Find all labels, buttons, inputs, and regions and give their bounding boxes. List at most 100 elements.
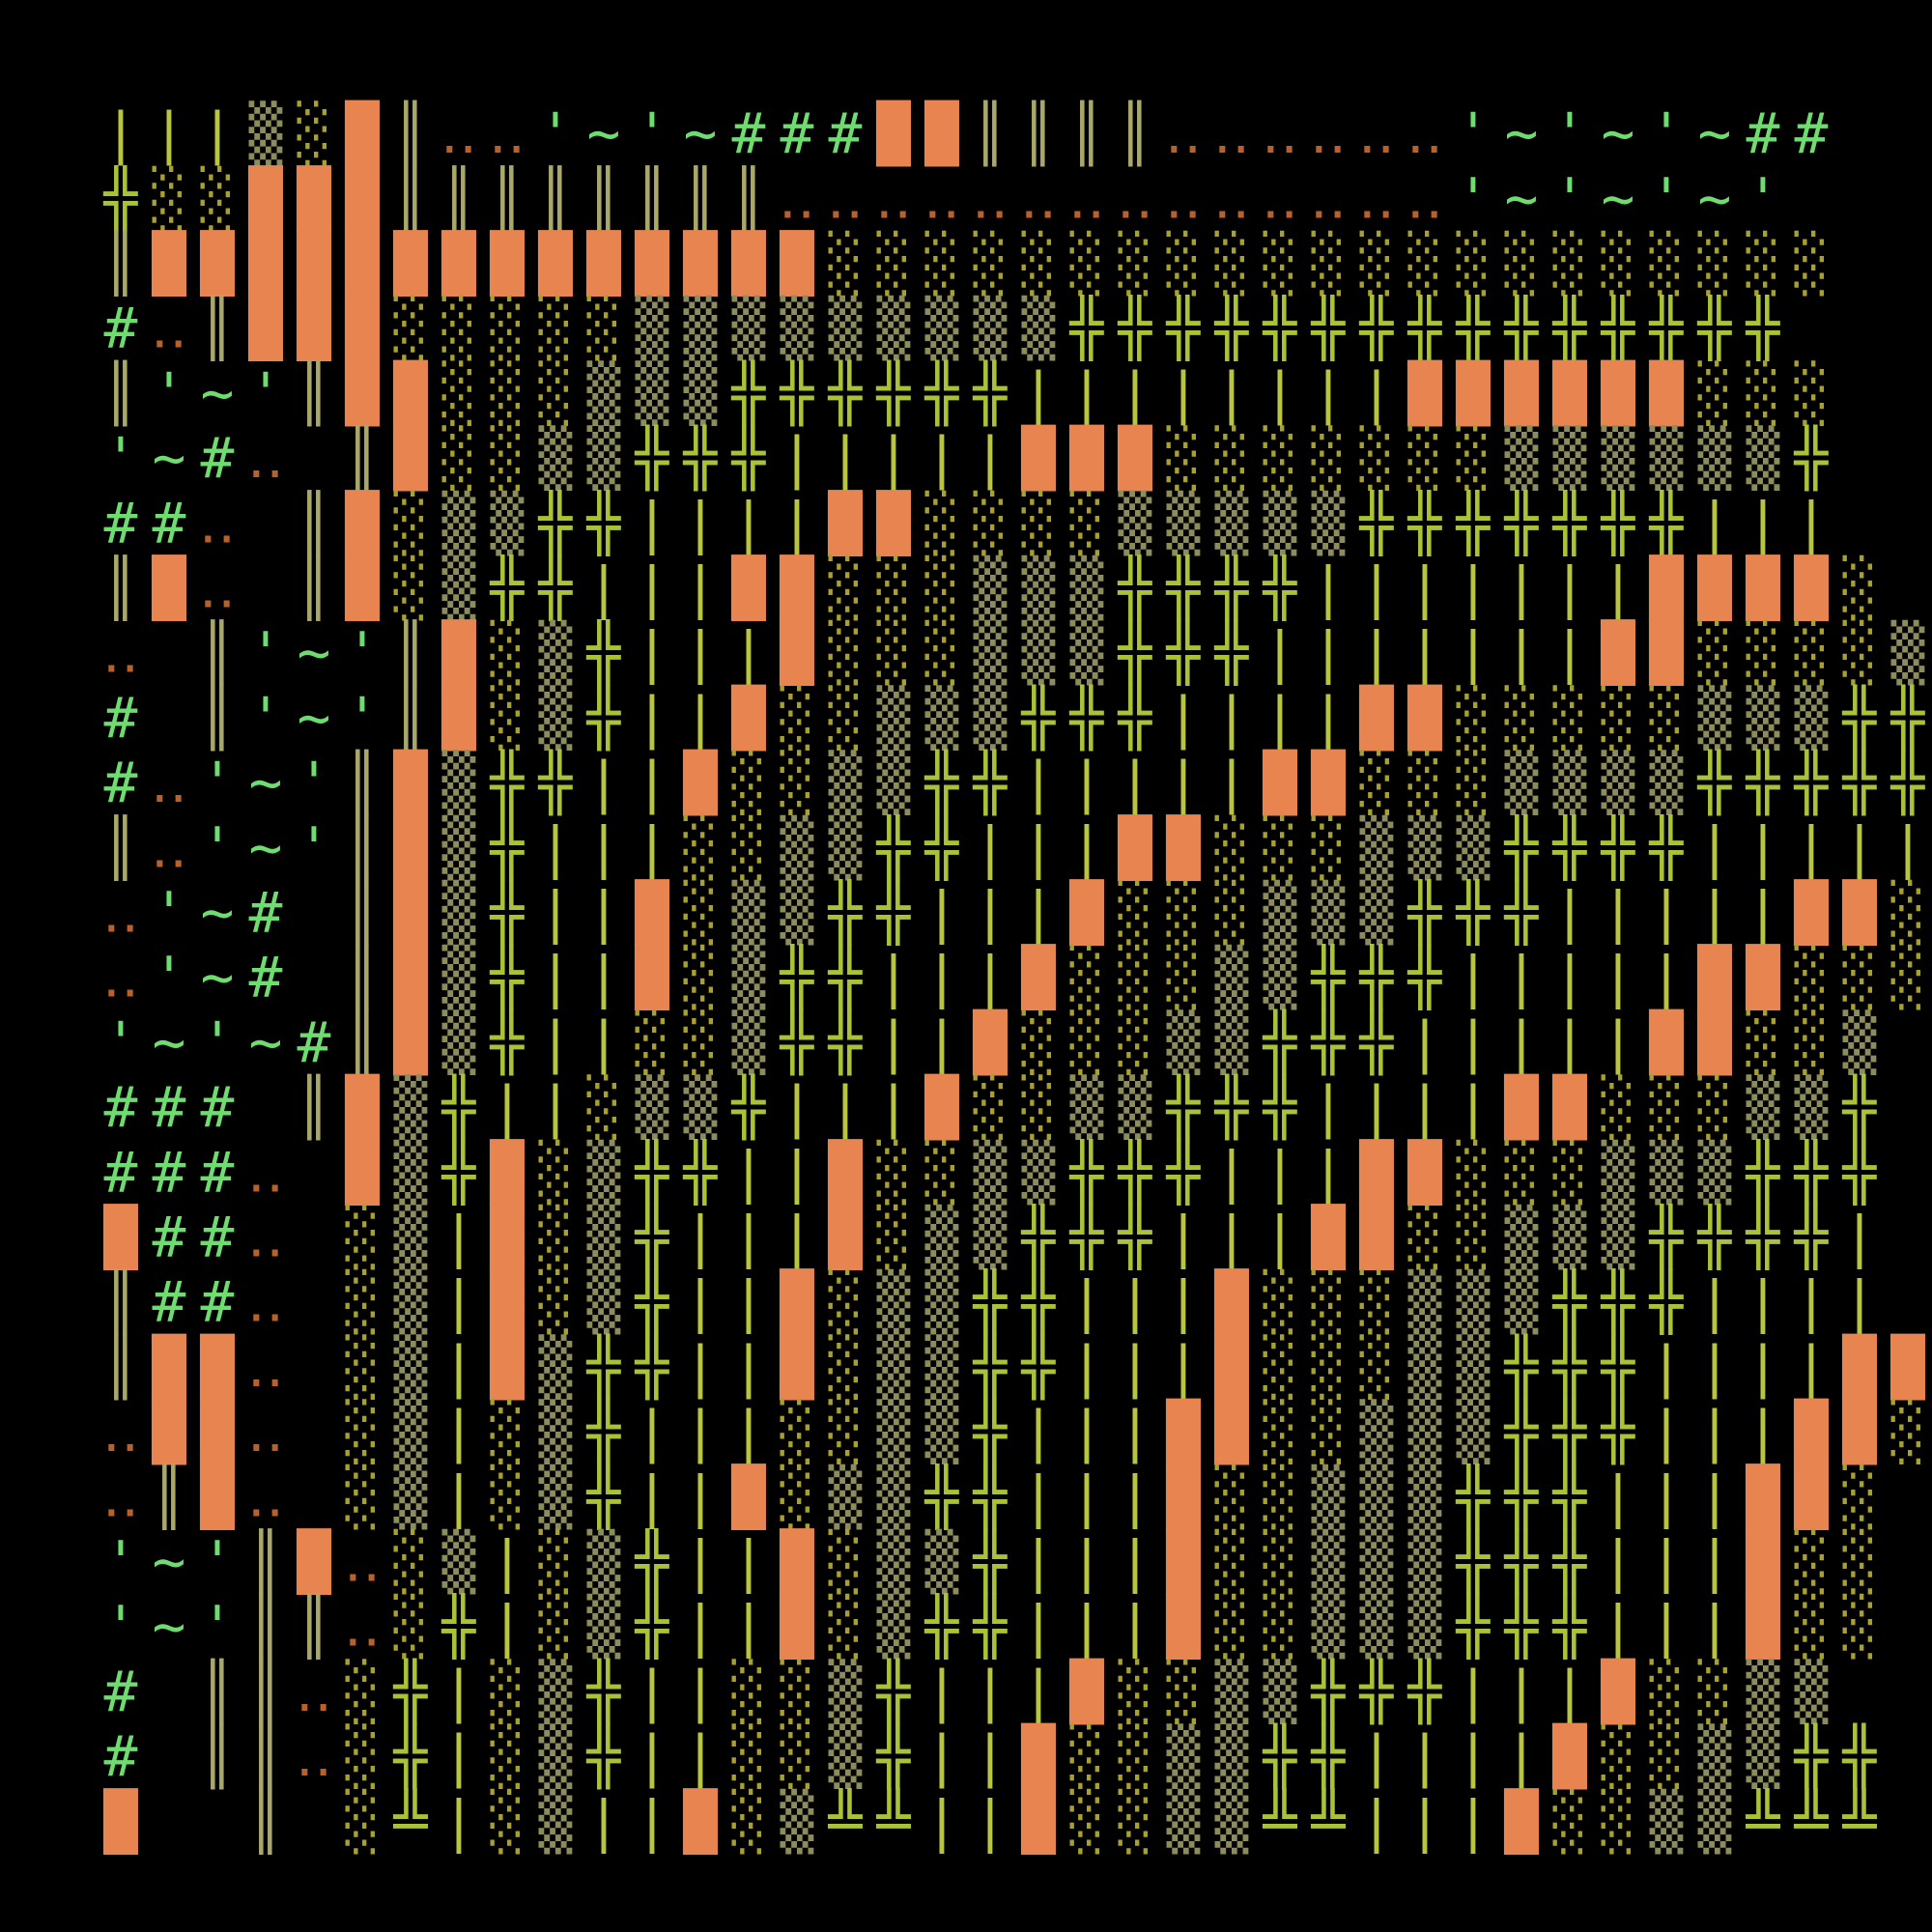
glyph: ▒	[1698, 1788, 1732, 1854]
glyph: ░	[1312, 425, 1346, 491]
glyph: ░	[1022, 231, 1056, 297]
glyph: ▒	[1167, 1788, 1201, 1854]
glyph: █	[1842, 879, 1878, 947]
glyph: ╬	[1746, 295, 1781, 362]
glyph: ╬	[635, 1528, 670, 1596]
glyph: ░	[1119, 945, 1152, 1010]
glyph: '	[1553, 165, 1587, 231]
glyph: ‥	[972, 165, 1009, 231]
glyph: █	[1118, 813, 1153, 881]
glyph: ╬	[635, 424, 670, 492]
glyph: █	[1166, 813, 1202, 881]
glyph: ‥	[344, 1594, 382, 1660]
glyph: |	[636, 814, 669, 880]
glyph: █	[1407, 359, 1443, 427]
glyph: ▒	[1553, 425, 1587, 491]
glyph: ▒	[1312, 490, 1346, 555]
glyph: |	[1698, 880, 1732, 946]
glyph: ░	[1408, 750, 1442, 815]
glyph: ▒	[1408, 1463, 1442, 1529]
glyph: ▒	[442, 1529, 476, 1595]
glyph: |	[1505, 555, 1539, 621]
glyph: ▒	[1553, 1205, 1587, 1270]
glyph: ║	[201, 619, 235, 687]
glyph: █	[586, 230, 622, 298]
glyph: ║	[298, 1593, 331, 1661]
glyph: ▒	[1360, 814, 1394, 880]
glyph: ╩	[1263, 1787, 1298, 1854]
glyph: '	[104, 425, 138, 491]
glyph: |	[1264, 685, 1297, 751]
glyph: |	[1457, 1788, 1491, 1854]
glyph: ▒	[1264, 945, 1297, 1010]
glyph: ░	[925, 555, 959, 621]
glyph: ╬	[1794, 424, 1830, 492]
glyph: |	[1264, 1139, 1297, 1205]
glyph: ╬	[1069, 1204, 1105, 1271]
ascii-grid: | | | ▒ ░ █ ║ ‥ ‥ ' ~ ' ~ # # # █ █ ║ ║ ║ ║ ‥ ‥ ‥ ‥ ‥ ‥ ' ~ ' ~ ' ~ # #╬ ░ ░ █…	[102, 99, 1926, 1855]
glyph: |	[539, 1009, 573, 1075]
glyph: ▒	[442, 1009, 476, 1075]
glyph: |	[539, 880, 573, 946]
glyph: ░	[829, 555, 863, 621]
glyph: ▒	[1215, 1723, 1249, 1789]
glyph: |	[781, 1074, 814, 1140]
glyph: █	[876, 489, 912, 556]
glyph: #	[201, 1269, 235, 1335]
glyph: ╬	[1842, 684, 1878, 752]
glyph: ░	[491, 620, 525, 686]
glyph: '	[201, 1529, 235, 1595]
glyph: ║	[636, 164, 669, 232]
glyph: ░	[1650, 1659, 1684, 1724]
glyph: ▒	[974, 620, 1008, 686]
glyph: ╬	[1407, 944, 1443, 1011]
glyph: ~	[298, 685, 331, 751]
glyph: ╬	[1166, 1073, 1202, 1141]
glyph: █	[297, 295, 332, 362]
glyph: ║	[104, 813, 138, 881]
glyph: ║	[249, 1787, 283, 1855]
glyph: ║	[346, 944, 380, 1011]
glyph: █	[345, 1073, 381, 1141]
glyph: █	[1166, 1463, 1202, 1530]
glyph: ║	[346, 749, 380, 816]
glyph: ‥	[1165, 100, 1203, 166]
glyph: ▒	[684, 296, 718, 361]
glyph: ░	[346, 1399, 380, 1464]
glyph: #	[201, 1205, 235, 1270]
glyph: ░	[539, 296, 573, 361]
glyph: ╬	[1021, 1204, 1057, 1271]
glyph: ╬	[1407, 489, 1443, 556]
glyph: ▒	[442, 490, 476, 555]
glyph: ‥	[1165, 165, 1203, 231]
glyph: |	[442, 1659, 476, 1724]
glyph: ‥	[247, 1205, 285, 1270]
glyph: |	[1408, 1723, 1442, 1789]
glyph: ╬	[586, 1333, 622, 1401]
glyph: ╬	[924, 749, 960, 816]
glyph: ╬	[586, 1398, 622, 1465]
glyph: ║	[104, 230, 138, 298]
glyph: ╬	[1890, 684, 1926, 752]
glyph: █	[1697, 944, 1733, 1011]
glyph: █	[973, 1009, 1009, 1076]
glyph: ~	[201, 360, 235, 426]
glyph: ╬	[1552, 1398, 1588, 1465]
glyph: ░	[346, 1659, 380, 1724]
glyph: ▒	[974, 1205, 1008, 1270]
glyph: ░	[1119, 231, 1152, 297]
glyph: ░	[1167, 880, 1201, 946]
glyph: #	[249, 880, 283, 946]
glyph: |	[1602, 555, 1635, 621]
glyph: █	[780, 230, 815, 298]
glyph: ‥	[247, 1334, 285, 1400]
glyph: |	[442, 1788, 476, 1854]
glyph: ▒	[1167, 490, 1201, 555]
glyph: ░	[1843, 945, 1877, 1010]
glyph: |	[684, 490, 718, 555]
glyph: |	[974, 814, 1008, 880]
glyph: ▒	[1747, 1723, 1780, 1789]
glyph: ╬	[973, 1593, 1009, 1661]
glyph: ▒	[1360, 880, 1394, 946]
